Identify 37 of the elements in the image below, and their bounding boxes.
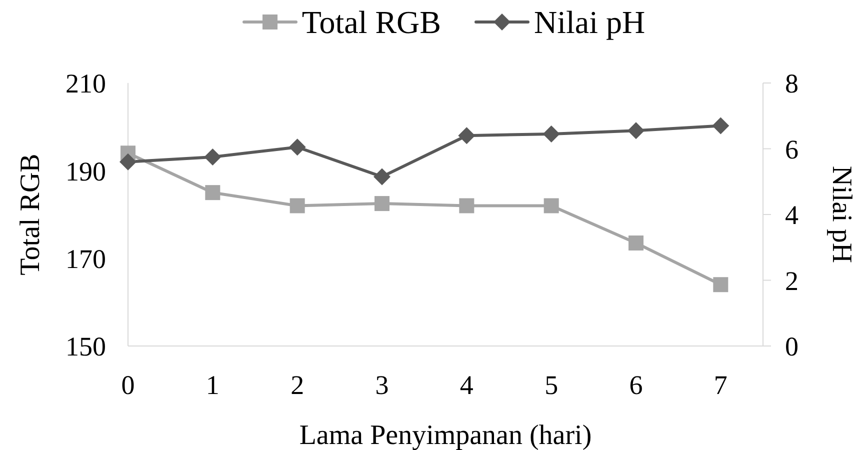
x-tick-label: 2: [290, 370, 304, 400]
x-tick-label: 6: [629, 370, 643, 400]
y-tick-label: 170: [66, 244, 106, 274]
y2-tick-label: 8: [785, 68, 798, 99]
y2-tick-label: 6: [785, 134, 798, 164]
point: [204, 148, 222, 166]
point: [542, 125, 560, 142]
point: [544, 198, 559, 214]
x-tick-label: 4: [460, 370, 474, 400]
point: [628, 122, 644, 140]
point: [374, 168, 390, 186]
point: [459, 198, 474, 214]
y2-axis-title: Nilai pH: [826, 166, 858, 264]
y2-tick-label: 2: [785, 266, 798, 296]
point: [205, 185, 220, 200]
point: [713, 277, 728, 292]
point: [712, 117, 730, 134]
point: [288, 138, 306, 156]
point: [458, 127, 476, 144]
point: [290, 198, 305, 214]
y2-tick-label: 4: [785, 200, 799, 230]
point: [374, 196, 390, 212]
x-tick-label: 7: [714, 370, 728, 400]
x-tick-label: 3: [375, 370, 389, 400]
x-tick-label: 0: [121, 370, 135, 400]
y-tick-label: 150: [66, 332, 106, 362]
y-tick-label: 190: [66, 156, 106, 186]
legend-label: Total RGB: [302, 4, 441, 40]
point: [120, 153, 136, 170]
y2-tick-label: 0: [785, 332, 798, 362]
x-axis-title: Lama Penyimpanan (hari): [299, 420, 592, 450]
x-tick-label: 1: [206, 370, 220, 400]
legend-label: Nilai pH: [534, 4, 646, 40]
point: [628, 235, 644, 250]
y-axis-title: Total RGB: [14, 154, 46, 276]
y-tick-label: 210: [66, 68, 106, 99]
x-tick-label: 5: [544, 370, 558, 400]
